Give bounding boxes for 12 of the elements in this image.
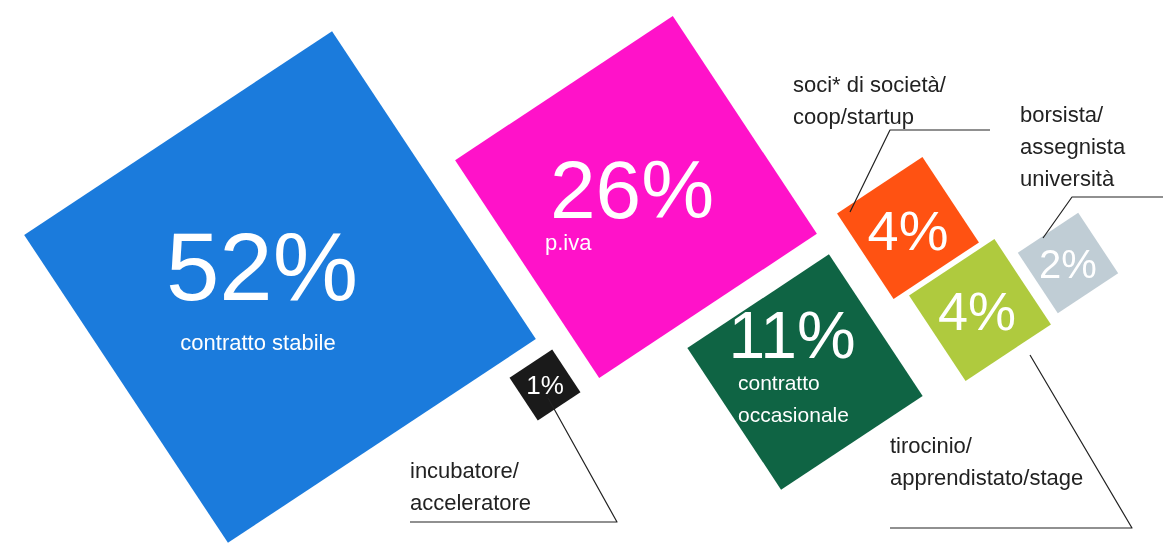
category-label: borsista/assegnista università bbox=[1020, 102, 1126, 191]
data-label: 4% bbox=[867, 199, 949, 262]
data-label: 2% bbox=[1039, 242, 1097, 286]
category-label: contratto occasionale bbox=[738, 371, 849, 426]
data-label: 1% bbox=[526, 370, 564, 400]
category-label: tirocinio/apprendistato/stage bbox=[890, 433, 1084, 490]
data-label: 11% bbox=[728, 298, 856, 372]
category-label: incubatore/acceleratore bbox=[410, 458, 532, 515]
data-label: 4% bbox=[937, 281, 1017, 341]
category-label: soci* di società/coop/startup bbox=[793, 72, 947, 129]
data-label: 52% bbox=[165, 213, 359, 320]
category-label: contratto stabile bbox=[180, 330, 336, 355]
